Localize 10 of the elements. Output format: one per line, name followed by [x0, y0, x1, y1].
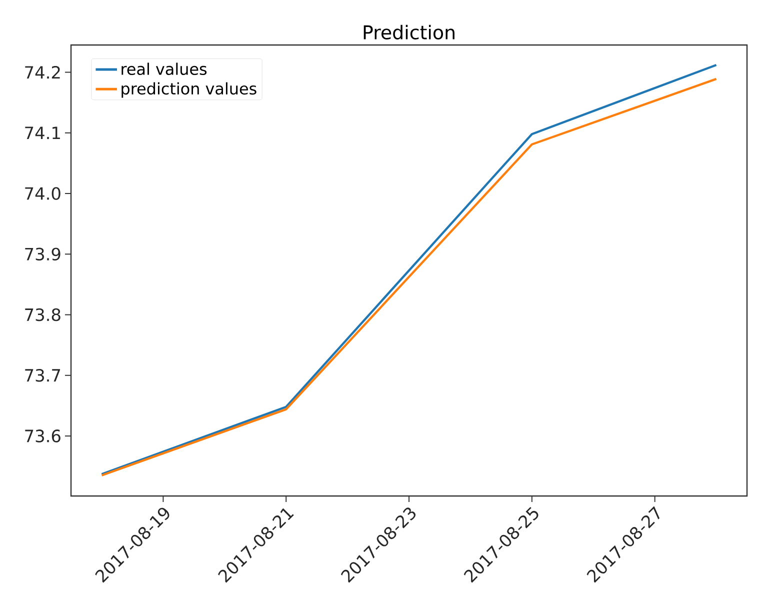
legend-label: real values	[122, 62, 207, 76]
y-tick-label: 73.8	[25, 308, 60, 322]
chart-title: Prediction	[364, 24, 454, 40]
y-tick-label: 74.0	[25, 187, 60, 200]
y-tick-label: 74.1	[25, 126, 60, 140]
y-tick-label: 73.9	[25, 248, 60, 261]
y-tick-label: 74.2	[25, 66, 60, 79]
legend-label: prediction values	[122, 82, 256, 98]
y-tick-label: 73.7	[25, 368, 60, 382]
y-tick-label: 73.6	[25, 430, 60, 442]
